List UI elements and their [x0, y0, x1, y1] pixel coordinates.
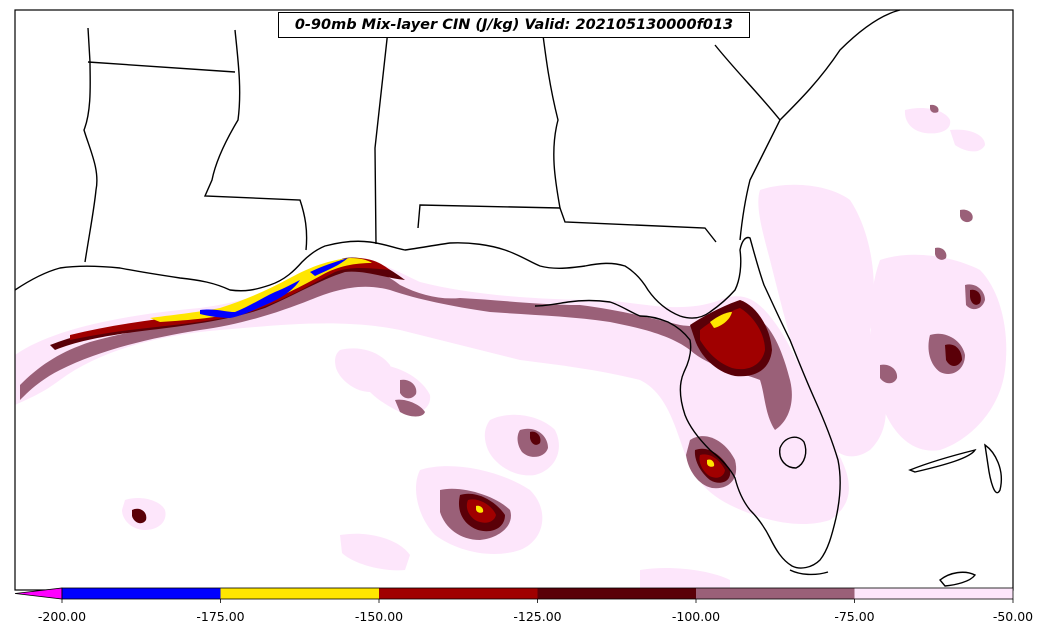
colorbar-tick-label: -125.00 — [513, 609, 562, 624]
cin-band-blue — [200, 258, 348, 318]
colorbar-tick-label: -100.00 — [671, 609, 721, 624]
colorbar-bin — [379, 588, 538, 599]
state-border-al-ms — [374, 11, 391, 245]
lake-okeechobee — [779, 436, 807, 469]
state-border-ms-al-west — [203, 29, 308, 251]
cin-field — [15, 104, 1007, 590]
colorbar-bin — [696, 588, 855, 599]
bahamas-island-3 — [939, 571, 977, 587]
geographic-boundaries — [14, 9, 1002, 587]
state-border-ms-north — [87, 61, 236, 73]
bahamas-island-2 — [984, 443, 1002, 494]
atlantic-coastline — [779, 9, 901, 121]
state-border-al-ga — [417, 11, 561, 229]
colorbar-bin — [62, 588, 221, 599]
map-title: 0-90mb Mix-layer CIN (J/kg) Valid: 20210… — [278, 12, 750, 38]
state-border-la-ms — [83, 27, 98, 263]
colorbar-bin — [854, 588, 1013, 599]
colorbar-bin — [537, 588, 696, 599]
bahamas-island-1 — [908, 448, 977, 473]
colorbar-tick-label: -175.00 — [196, 609, 245, 624]
colorbar-tick-label: -150.00 — [354, 609, 404, 624]
colorbar — [14, 587, 1014, 603]
colorbar-tick-label: -200.00 — [37, 609, 87, 624]
colorbar-tick-label: -75.00 — [834, 609, 875, 624]
state-border-fl-ga — [559, 207, 717, 243]
state-border-ga-sc — [714, 44, 781, 241]
keys — [789, 569, 829, 576]
gulf-coastline — [14, 236, 841, 569]
colorbar-tick-label: -50.00 — [992, 609, 1034, 624]
colorbar-bin — [220, 588, 379, 599]
